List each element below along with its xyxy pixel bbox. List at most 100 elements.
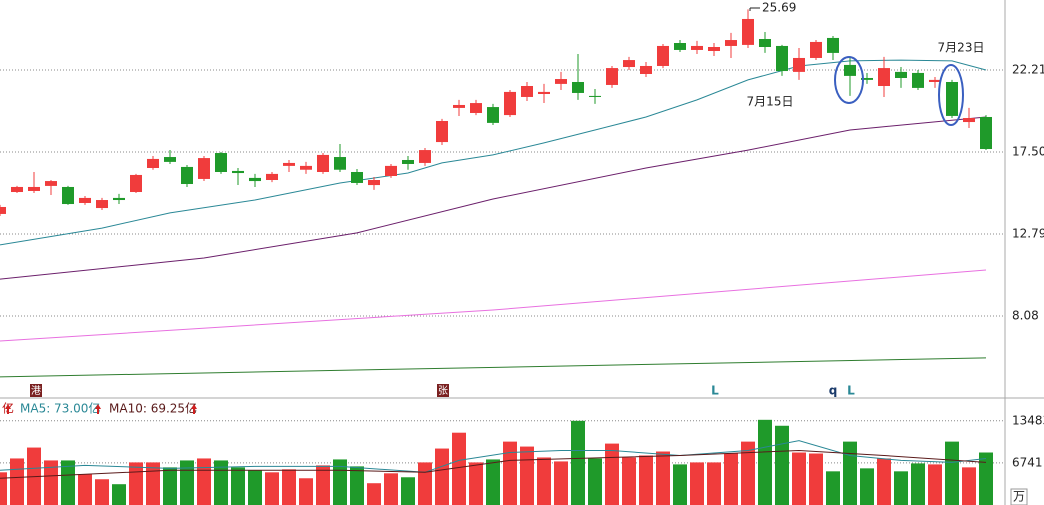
y-tick-label: 17.50 <box>1012 144 1044 158</box>
candle-body <box>28 186 40 191</box>
marker[interactable]: L <box>711 384 719 398</box>
candle-body <box>334 157 346 170</box>
marker-box <box>30 384 42 397</box>
candle-body <box>300 165 312 170</box>
volume-bar <box>622 457 636 505</box>
volume-bar <box>945 441 959 505</box>
volume-bar <box>962 467 976 505</box>
candle-body <box>555 79 567 84</box>
candle-body <box>487 107 499 123</box>
marker[interactable]: 张 <box>438 385 448 397</box>
volume-bar <box>503 441 517 505</box>
volume-bar <box>95 479 109 505</box>
volume-bar <box>367 483 381 505</box>
candle-body <box>708 47 720 52</box>
candle-body <box>912 72 924 88</box>
candle-body <box>62 186 74 205</box>
volume-bar <box>10 458 24 505</box>
candle-body <box>759 38 771 48</box>
candle-body <box>895 71 907 78</box>
volume-bar <box>554 461 568 505</box>
moving-average-line <box>0 116 987 280</box>
candle-body <box>266 173 278 181</box>
candle-body <box>691 45 703 50</box>
candle-body <box>453 104 465 108</box>
candle-body <box>79 197 91 203</box>
candle-body <box>674 42 686 50</box>
volume-bar <box>911 463 925 505</box>
volume-bar <box>826 471 840 505</box>
candle-body <box>929 79 941 82</box>
volume-bar <box>877 458 891 505</box>
high-label: 25.69 <box>762 1 796 15</box>
moving-average-line <box>0 440 987 473</box>
volume-bar <box>537 457 551 505</box>
volume-bar <box>435 448 449 505</box>
volume-bar <box>78 474 92 505</box>
volume-bar <box>231 467 245 505</box>
candle-body <box>351 171 363 183</box>
candle-body <box>181 166 193 185</box>
volume-bar <box>282 469 296 505</box>
volume-bar <box>299 478 313 505</box>
volume-bar <box>129 462 143 505</box>
y-tick-label: 22.21 <box>1012 62 1044 76</box>
candle-body <box>504 91 516 116</box>
candle-body <box>130 174 142 193</box>
candle-body <box>11 186 23 193</box>
volume-bar <box>656 451 670 505</box>
candle-body <box>776 45 788 72</box>
candle-body <box>844 64 856 76</box>
candle-body <box>946 81 958 116</box>
volume-bar <box>605 443 619 505</box>
marker[interactable]: 港 <box>31 385 41 397</box>
volume-bar <box>180 460 194 505</box>
candle-body <box>572 81 584 93</box>
volume-bar <box>401 477 415 505</box>
candle-body <box>113 197 125 201</box>
y-tick-label: 8.08 <box>1012 308 1039 322</box>
y-tick-label: 6741 <box>1012 455 1043 469</box>
volume-bar <box>214 460 228 505</box>
highlight-ellipse <box>834 56 864 104</box>
candle-body <box>368 180 380 186</box>
candle-body <box>623 60 635 68</box>
volume-bar <box>588 458 602 505</box>
volume-bar <box>384 473 398 505</box>
volume-bar <box>707 462 721 505</box>
candle-body <box>640 65 652 74</box>
candle-body <box>0 206 6 214</box>
marker[interactable]: L <box>847 384 855 398</box>
annotation: 7月15日 <box>747 95 794 109</box>
volume-bar <box>571 420 585 505</box>
volume-bar <box>452 432 466 505</box>
volume-bar <box>44 460 58 505</box>
candle-body <box>470 103 482 113</box>
up-arrow <box>95 404 101 414</box>
candle-body <box>249 177 261 182</box>
candle-body <box>538 91 550 95</box>
candle-body <box>878 68 890 86</box>
volume-bar <box>248 470 262 505</box>
candle-body <box>45 181 57 186</box>
candle-body <box>725 40 737 46</box>
volume-bar <box>792 452 806 505</box>
candle-body <box>232 170 244 174</box>
volume-legend: MA10: 69.25亿 <box>109 401 197 416</box>
candle-body <box>147 158 159 168</box>
volume-bar <box>469 462 483 505</box>
volume-bar <box>265 472 279 505</box>
volume-bar <box>639 455 653 505</box>
volume-bar <box>741 441 755 505</box>
candle-body <box>521 85 533 97</box>
marker[interactable]: q <box>829 384 838 398</box>
volume-bar <box>843 441 857 505</box>
volume-bar <box>418 462 432 505</box>
candle-body <box>198 158 210 179</box>
volume-bar <box>809 453 823 505</box>
candle-body <box>606 68 618 85</box>
moving-average-line <box>0 59 987 246</box>
moving-average-line <box>0 357 987 378</box>
volume-bar <box>350 466 364 505</box>
